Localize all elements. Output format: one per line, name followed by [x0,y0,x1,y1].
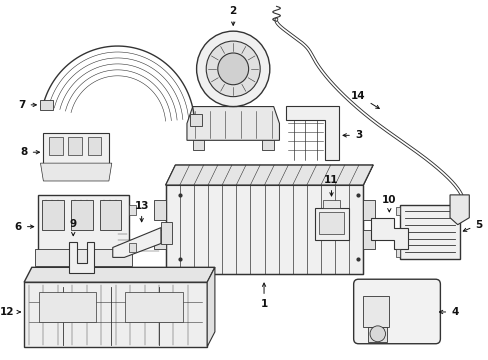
Circle shape [217,53,248,85]
Polygon shape [165,165,372,185]
Text: 4: 4 [439,307,458,317]
Polygon shape [24,267,214,282]
Circle shape [369,326,385,342]
Polygon shape [68,137,82,155]
Polygon shape [207,267,214,347]
Polygon shape [129,205,136,215]
Text: 2: 2 [229,6,236,25]
Polygon shape [186,107,279,140]
Circle shape [196,31,269,107]
Text: 3: 3 [343,130,362,140]
Polygon shape [322,200,340,208]
Text: 8: 8 [20,147,40,157]
Polygon shape [35,249,132,266]
Polygon shape [165,185,363,274]
Text: 1: 1 [260,283,267,309]
Polygon shape [39,292,96,322]
Polygon shape [100,200,121,230]
Polygon shape [154,230,165,249]
Polygon shape [113,228,161,257]
Polygon shape [154,200,165,220]
Polygon shape [192,140,204,150]
Polygon shape [370,218,407,249]
Text: 10: 10 [381,195,396,212]
Text: 14: 14 [350,91,379,108]
Text: 5: 5 [462,220,482,231]
Polygon shape [399,205,459,260]
Polygon shape [449,195,468,225]
Polygon shape [395,249,399,257]
Polygon shape [129,243,136,252]
Polygon shape [71,200,92,230]
Polygon shape [161,222,172,243]
Polygon shape [38,195,129,260]
Polygon shape [314,208,348,239]
Polygon shape [395,207,399,215]
Text: 6: 6 [15,222,34,231]
Polygon shape [87,137,101,155]
Polygon shape [43,133,109,171]
Circle shape [206,41,260,96]
Text: 12: 12 [0,307,20,317]
FancyBboxPatch shape [353,279,440,344]
Polygon shape [69,242,94,273]
Text: 7: 7 [18,100,36,110]
Polygon shape [189,113,202,126]
Text: 13: 13 [134,201,149,222]
Polygon shape [24,282,207,347]
Polygon shape [367,327,386,342]
Polygon shape [363,200,374,220]
Polygon shape [49,137,62,155]
Polygon shape [42,200,63,230]
Polygon shape [363,230,374,249]
Polygon shape [262,140,273,150]
Text: 11: 11 [324,175,338,196]
Polygon shape [40,100,53,110]
Polygon shape [363,296,388,327]
Polygon shape [41,163,112,181]
Polygon shape [125,292,183,322]
Polygon shape [318,212,344,234]
Text: 9: 9 [69,219,77,236]
Polygon shape [285,105,339,160]
